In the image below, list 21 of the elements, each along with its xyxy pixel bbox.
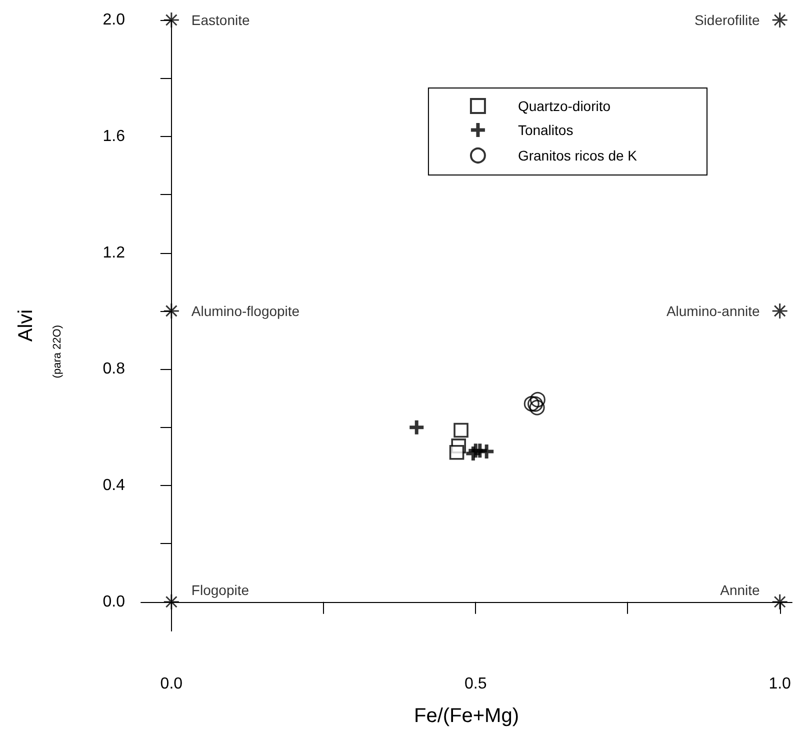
y-tick-label: 2.0	[102, 12, 126, 28]
y-axis-title: Alvi	[15, 309, 37, 342]
data-label: Flogopite	[191, 582, 250, 598]
x-tick-label: 1.0	[768, 676, 792, 692]
data-label: Alumino-annite	[666, 302, 760, 319]
data-label: Eastonite	[191, 12, 250, 28]
x-axis-title: Fe/(Fe+Mg)	[414, 705, 520, 727]
y-tick-label: 1.6	[102, 128, 126, 145]
data-label: Annite	[720, 582, 760, 598]
x-tick-label: 0.5	[464, 676, 487, 692]
y-tick-label: 1.2	[102, 244, 126, 262]
text: (para 22O)	[52, 324, 64, 378]
data-label: Alumino-flogopite	[191, 302, 300, 319]
legend-label: Granitos ricos de K	[518, 148, 638, 164]
y-tick-label: 0.4	[102, 477, 126, 494]
y-tick-label: 0.0	[102, 593, 126, 610]
data-label: Siderofilite	[694, 12, 760, 28]
legend-label: Quartzo-diorito	[518, 98, 611, 114]
y-tick-label: 0.8	[102, 360, 126, 378]
x-tick-label: 0.0	[160, 676, 183, 692]
legend-label: Tonalitos	[518, 122, 574, 138]
